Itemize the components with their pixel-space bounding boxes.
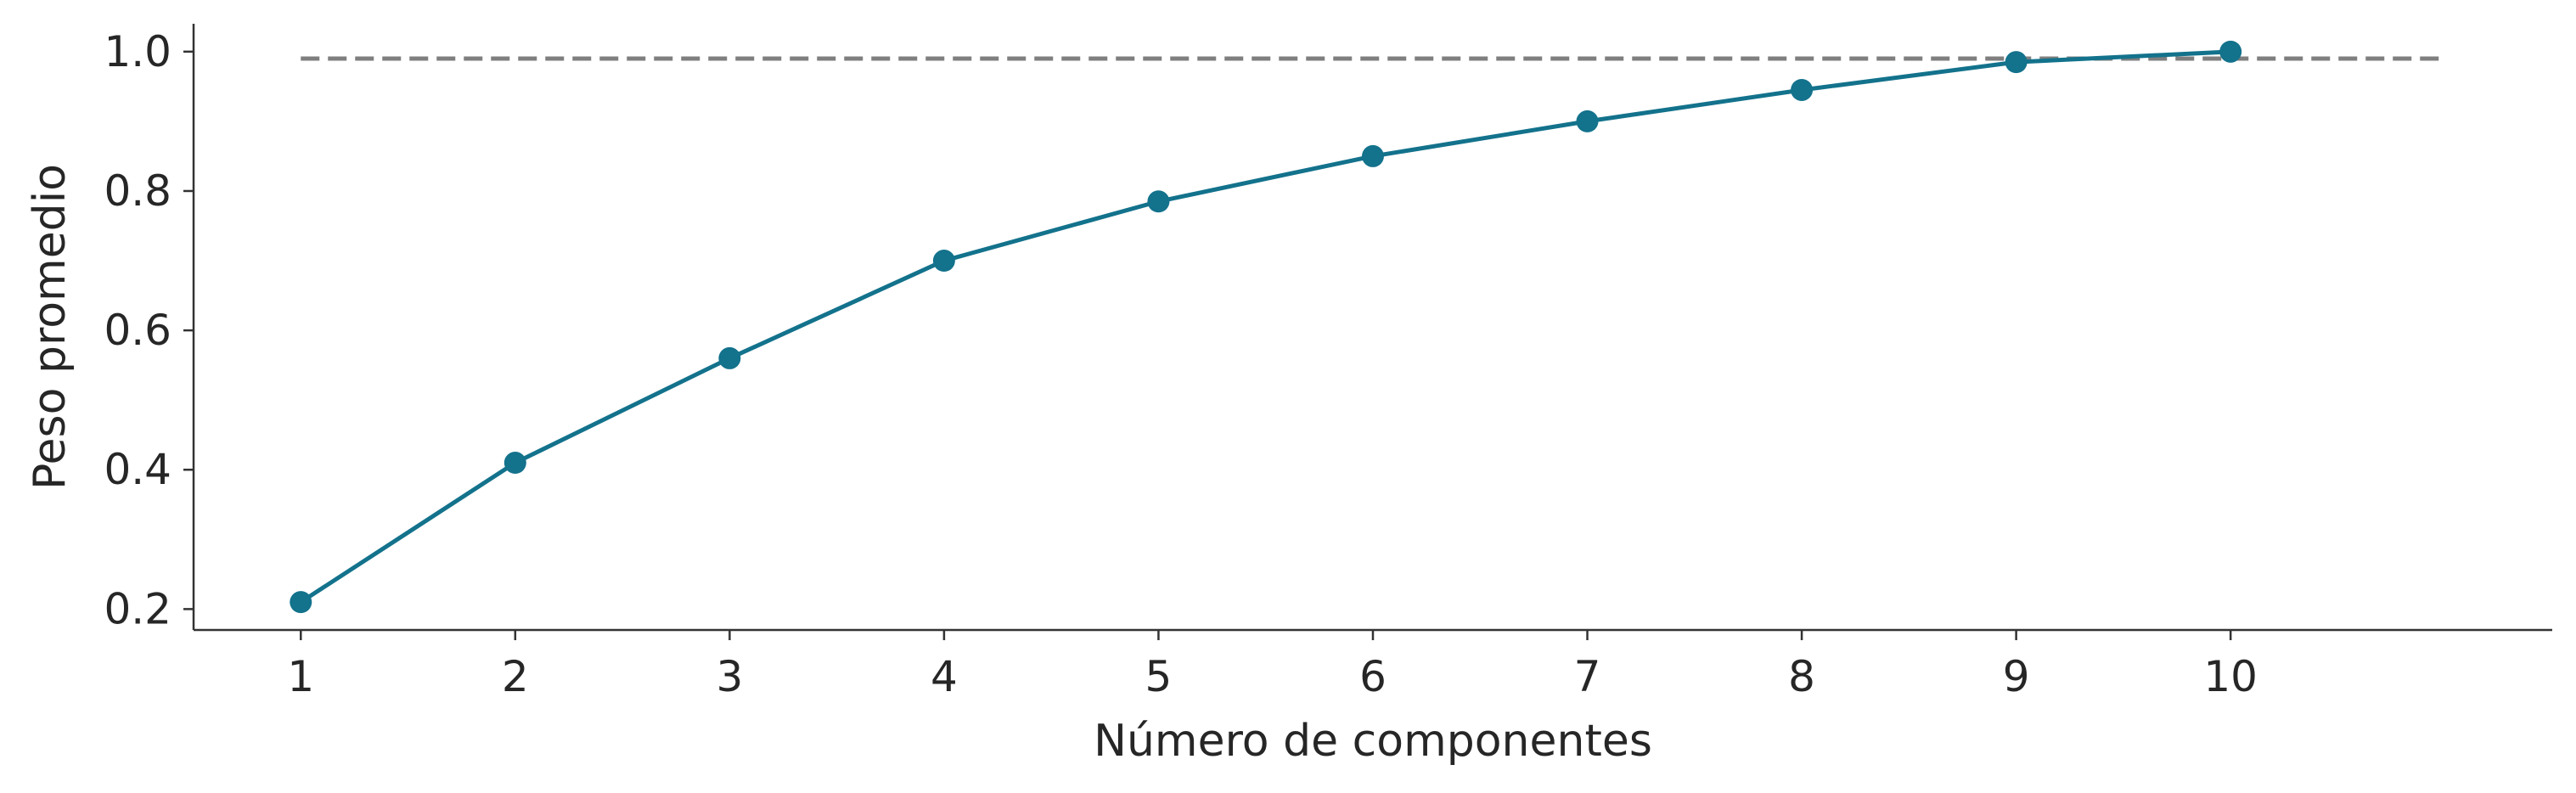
data-point bbox=[290, 591, 312, 614]
data-point bbox=[718, 346, 741, 369]
x-tick-label: 5 bbox=[1145, 652, 1173, 701]
data-point bbox=[2005, 51, 2028, 74]
x-tick-label: 10 bbox=[2203, 652, 2258, 701]
y-tick-label: 0.6 bbox=[104, 306, 172, 355]
x-tick-label: 6 bbox=[1359, 652, 1386, 701]
x-tick-label: 2 bbox=[502, 652, 529, 701]
x-axis-ticks: 1 2 3 4 5 6 7 8 9 10 bbox=[287, 630, 2258, 701]
y-tick-label: 0.4 bbox=[104, 445, 172, 494]
y-tick-label: 0.8 bbox=[104, 166, 172, 216]
plot-area bbox=[290, 40, 2445, 614]
series-line bbox=[299, 49, 2231, 605]
data-point bbox=[1147, 190, 1170, 213]
x-tick-label: 1 bbox=[287, 652, 314, 701]
axes bbox=[192, 24, 2552, 632]
x-tick-label: 4 bbox=[931, 652, 958, 701]
data-point bbox=[1791, 78, 1814, 101]
y-tick-label: 0.2 bbox=[104, 584, 172, 633]
y-axis-title: Peso promedio bbox=[25, 164, 76, 490]
data-point bbox=[2219, 40, 2242, 63]
x-axis-title: Número de componentes bbox=[1094, 716, 1652, 767]
x-tick-label: 3 bbox=[716, 652, 743, 701]
y-axis-ticks: 0.2 0.4 0.6 0.8 1.0 bbox=[104, 27, 194, 633]
data-point bbox=[932, 250, 955, 273]
x-tick-label: 7 bbox=[1574, 652, 1601, 701]
y-tick-label: 1.0 bbox=[104, 27, 172, 76]
data-point bbox=[1576, 110, 1599, 132]
data-point bbox=[1362, 144, 1384, 167]
x-tick-label: 8 bbox=[1788, 652, 1815, 701]
x-tick-label: 9 bbox=[2003, 652, 2030, 701]
data-point bbox=[503, 452, 526, 475]
